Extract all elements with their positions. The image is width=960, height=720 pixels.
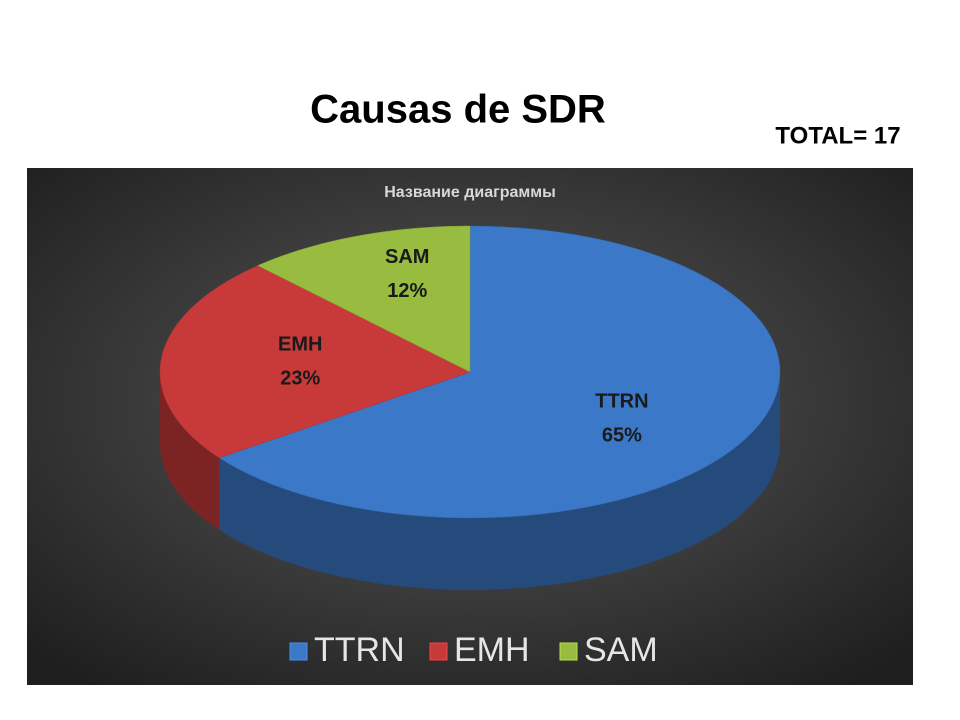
slice-side	[219, 372, 780, 590]
legend-swatch	[429, 642, 448, 661]
legend-swatch	[559, 642, 578, 661]
plot: TTRN 65% EMH 23% SAM 12%	[159, 225, 781, 590]
slice-value-label: 12%	[387, 280, 427, 302]
slice-value-label: 23%	[280, 367, 320, 389]
legend-label: SAM	[584, 631, 658, 669]
legend-label: TTRN	[314, 631, 405, 669]
slice	[218, 225, 781, 519]
slide-title: Causas de SDR	[310, 88, 606, 132]
slice-category-label: EMH	[278, 333, 322, 355]
slice	[257, 225, 471, 373]
legend-label: EMH	[454, 631, 530, 669]
chart-title: Название диаграммы	[384, 184, 556, 201]
slide-note: TOTAL= 17	[775, 122, 900, 149]
slice	[159, 265, 471, 459]
slice-value-label: 65%	[602, 425, 642, 447]
slice-side	[160, 372, 220, 530]
legend: TTRN EMH SAM	[289, 631, 658, 669]
slice-category-label: SAM	[385, 246, 429, 268]
slice-category-label: TTRN	[595, 391, 648, 413]
legend-swatch	[289, 642, 308, 661]
